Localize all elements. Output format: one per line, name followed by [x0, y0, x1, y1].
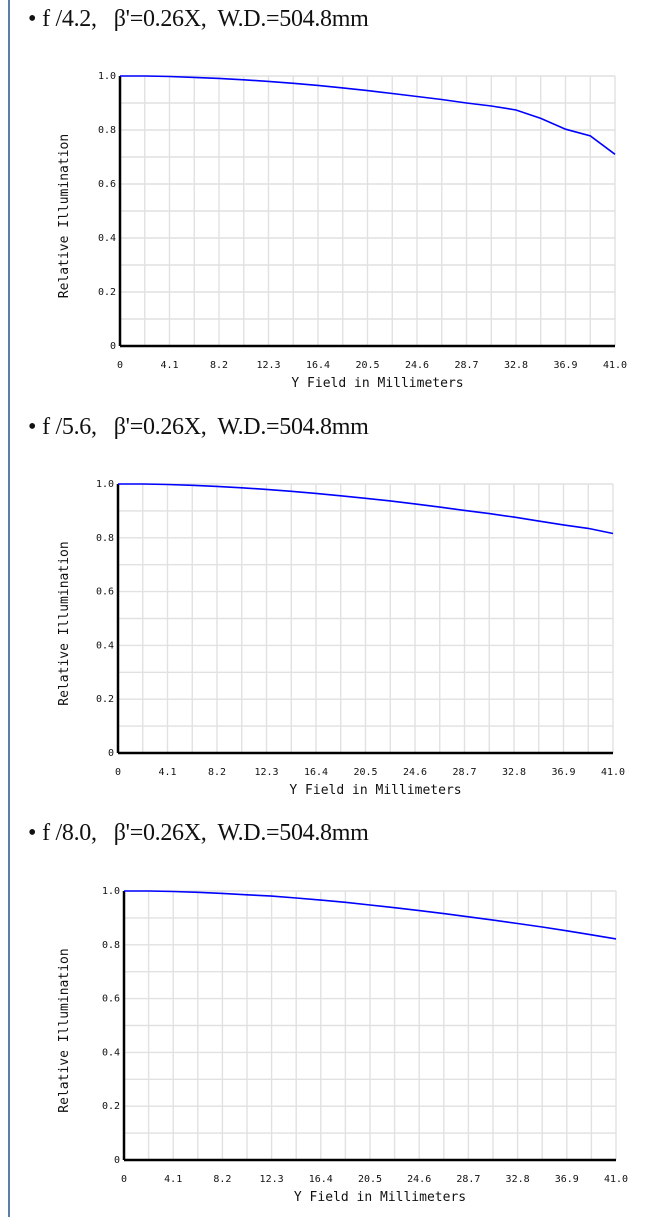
x-tick-label: 36.9	[555, 1174, 579, 1185]
x-tick-label: 20.5	[353, 767, 377, 778]
y-tick-label: 0.2	[102, 1101, 120, 1112]
heading-text: f /5.6, β'=0.26X, W.D.=504.8mm	[42, 414, 369, 440]
x-tick-label: 12.3	[256, 360, 280, 371]
section-heading: • f /4.2, β'=0.26X, W.D.=504.8mm	[28, 6, 369, 33]
x-tick-label: 4.1	[158, 767, 176, 778]
y-tick-label: 0.4	[96, 640, 114, 651]
y-tick-label: 0.8	[96, 533, 114, 544]
x-tick-label: 41.0	[603, 360, 627, 371]
x-axis-title: Y Field in Millimeters	[289, 783, 461, 798]
y-axis-title: Relative Illumination	[57, 541, 72, 705]
bullet-glyph: •	[28, 820, 37, 846]
x-tick-label: 28.7	[452, 767, 476, 778]
y-tick-label: 0.4	[102, 1047, 120, 1058]
x-tick-label: 28.7	[454, 360, 478, 371]
y-tick-label: 1.0	[98, 71, 116, 82]
x-tick-label: 24.6	[405, 360, 429, 371]
relative-illumination-chart: 0 4.1 8.2 12.3 16.4 20.5 24.6 28.7 32.8 36.9 41.0 0…	[0, 6, 645, 406]
heading-text: f /8.0, β'=0.26X, W.D.=504.8mm	[42, 820, 369, 846]
x-tick-label: 4.1	[164, 1174, 182, 1185]
x-tick-label: 16.4	[304, 767, 328, 778]
x-tick-label: 32.8	[506, 1174, 530, 1185]
x-tick-label: 24.6	[403, 767, 427, 778]
x-tick-label: 8.2	[208, 767, 226, 778]
x-tick-label: 12.3	[260, 1174, 284, 1185]
y-tick-label: 0.2	[98, 287, 116, 298]
bullet-glyph: •	[28, 414, 37, 440]
x-tick-label: 32.8	[502, 767, 526, 778]
y-tick-label: 0.8	[98, 125, 116, 136]
x-tick-label: 0	[115, 767, 121, 778]
y-tick-label: 0.2	[96, 694, 114, 705]
x-tick-label: 20.5	[358, 1174, 382, 1185]
y-tick-label: 0.8	[102, 940, 120, 951]
x-tick-label: 8.2	[213, 1174, 231, 1185]
y-tick-label: 0.6	[98, 179, 116, 190]
x-axis-title: Y Field in Millimeters	[294, 1190, 466, 1205]
bullet-glyph: •	[28, 6, 37, 32]
y-tick-label: 0	[110, 341, 116, 352]
x-tick-label: 28.7	[456, 1174, 480, 1185]
x-tick-label: 12.3	[254, 767, 278, 778]
x-tick-label: 16.4	[306, 360, 330, 371]
x-tick-label: 20.5	[355, 360, 379, 371]
x-tick-label: 32.8	[504, 360, 528, 371]
relative-illumination-chart: 0 4.1 8.2 12.3 16.4 20.5 24.6 28.7 32.8 36.9 41.0 0…	[0, 820, 645, 1220]
relative-illumination-chart: 0 4.1 8.2 12.3 16.4 20.5 24.6 28.7 32.8 36.9 41.0 0…	[0, 414, 645, 814]
left-border-rule	[8, 0, 10, 1217]
y-tick-label: 0.6	[96, 587, 114, 598]
y-tick-label: 0	[114, 1155, 120, 1166]
x-tick-label: 16.4	[309, 1174, 333, 1185]
y-tick-label: 0.6	[102, 994, 120, 1005]
section-heading: • f /8.0, β'=0.26X, W.D.=504.8mm	[28, 820, 369, 847]
x-tick-label: 0	[121, 1174, 127, 1185]
relative-illumination-line	[124, 890, 617, 940]
y-tick-label: 1.0	[96, 479, 114, 490]
x-tick-label: 0	[117, 360, 123, 371]
section-heading: • f /5.6, β'=0.26X, W.D.=504.8mm	[28, 414, 369, 441]
x-tick-label: 41.0	[604, 1174, 628, 1185]
y-tick-label: 0	[108, 748, 114, 759]
x-axis-title: Y Field in Millimeters	[291, 376, 463, 391]
x-tick-label: 4.1	[160, 360, 178, 371]
y-tick-label: 1.0	[102, 886, 120, 897]
heading-text: f /4.2, β'=0.26X, W.D.=504.8mm	[42, 6, 369, 32]
x-tick-label: 36.9	[551, 767, 575, 778]
x-tick-label: 41.0	[601, 767, 625, 778]
x-tick-label: 8.2	[210, 360, 228, 371]
relative-illumination-line	[120, 75, 616, 155]
y-axis-title: Relative Illumination	[57, 134, 72, 298]
x-tick-label: 36.9	[553, 360, 577, 371]
relative-illumination-line	[118, 483, 614, 535]
x-tick-label: 24.6	[407, 1174, 431, 1185]
y-tick-label: 0.4	[98, 233, 116, 244]
y-axis-title: Relative Illumination	[57, 948, 72, 1112]
